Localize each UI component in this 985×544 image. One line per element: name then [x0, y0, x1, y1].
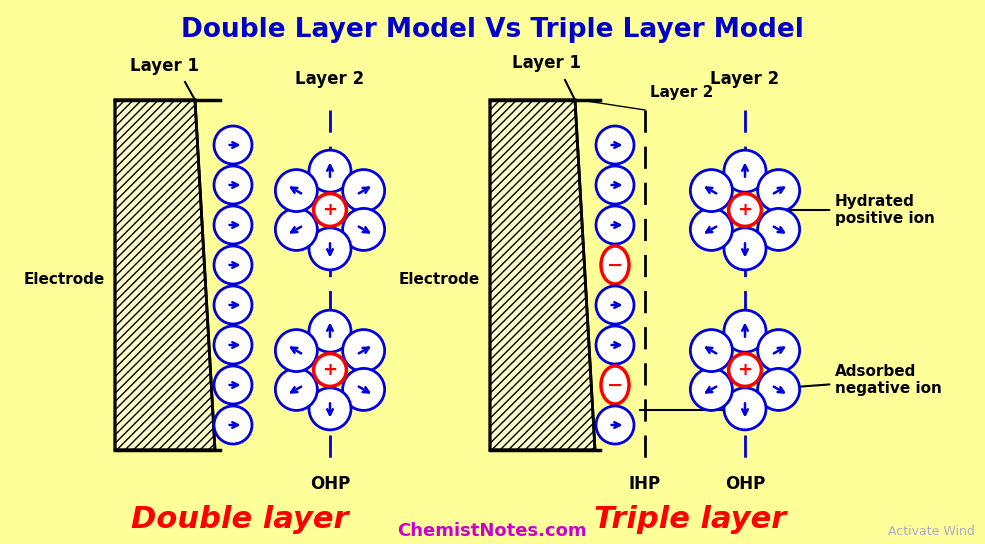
Circle shape [343, 208, 385, 250]
Circle shape [309, 310, 351, 352]
Text: Layer 2: Layer 2 [710, 70, 779, 88]
Circle shape [724, 228, 766, 270]
Text: Triple layer: Triple layer [594, 505, 786, 535]
Circle shape [724, 310, 766, 352]
Circle shape [343, 170, 385, 212]
Circle shape [214, 366, 252, 404]
Circle shape [729, 194, 761, 226]
Text: Activate Wind: Activate Wind [888, 525, 975, 538]
Circle shape [214, 126, 252, 164]
Text: ChemistNotes.com: ChemistNotes.com [397, 522, 587, 540]
Circle shape [343, 368, 385, 410]
Circle shape [757, 208, 800, 250]
Circle shape [343, 330, 385, 372]
Circle shape [596, 126, 634, 164]
Circle shape [724, 388, 766, 430]
Circle shape [690, 368, 733, 410]
Text: +: + [738, 201, 753, 219]
Text: Layer 1: Layer 1 [130, 57, 200, 75]
Circle shape [214, 326, 252, 364]
Text: Layer 2: Layer 2 [296, 70, 364, 88]
Circle shape [596, 406, 634, 444]
Text: OHP: OHP [310, 475, 350, 493]
Text: +: + [322, 361, 338, 379]
Circle shape [724, 150, 766, 192]
Circle shape [729, 354, 761, 386]
Text: Adsorbed
negative ion: Adsorbed negative ion [757, 364, 942, 396]
Circle shape [596, 286, 634, 324]
Circle shape [690, 208, 733, 250]
Ellipse shape [601, 366, 629, 404]
Text: +: + [322, 201, 338, 219]
Text: −: − [607, 256, 624, 275]
Circle shape [313, 194, 347, 226]
Circle shape [757, 170, 800, 212]
Circle shape [276, 330, 317, 372]
Text: OHP: OHP [725, 475, 765, 493]
Text: Electrode: Electrode [24, 273, 105, 287]
Circle shape [276, 368, 317, 410]
Circle shape [214, 406, 252, 444]
Circle shape [309, 150, 351, 192]
Text: Hydrated
positive ion: Hydrated positive ion [790, 194, 935, 226]
Polygon shape [490, 100, 595, 450]
Circle shape [596, 206, 634, 244]
Circle shape [214, 286, 252, 324]
Circle shape [757, 330, 800, 372]
Circle shape [214, 206, 252, 244]
Text: Electrode: Electrode [399, 273, 480, 287]
Circle shape [214, 166, 252, 204]
Text: Layer 1: Layer 1 [512, 54, 581, 72]
Circle shape [690, 330, 733, 372]
Circle shape [276, 208, 317, 250]
Circle shape [690, 170, 733, 212]
Text: IHP: IHP [629, 475, 661, 493]
Text: Layer 2: Layer 2 [650, 85, 713, 100]
Circle shape [214, 246, 252, 284]
Circle shape [596, 166, 634, 204]
Circle shape [313, 354, 347, 386]
Text: +: + [738, 361, 753, 379]
Polygon shape [115, 100, 215, 450]
Circle shape [596, 326, 634, 364]
Circle shape [309, 388, 351, 430]
Circle shape [309, 228, 351, 270]
Text: Double layer: Double layer [131, 505, 349, 535]
Text: Double Layer Model Vs Triple Layer Model: Double Layer Model Vs Triple Layer Model [180, 17, 804, 43]
Text: −: − [607, 375, 624, 394]
Circle shape [757, 368, 800, 410]
Circle shape [276, 170, 317, 212]
Ellipse shape [601, 246, 629, 284]
